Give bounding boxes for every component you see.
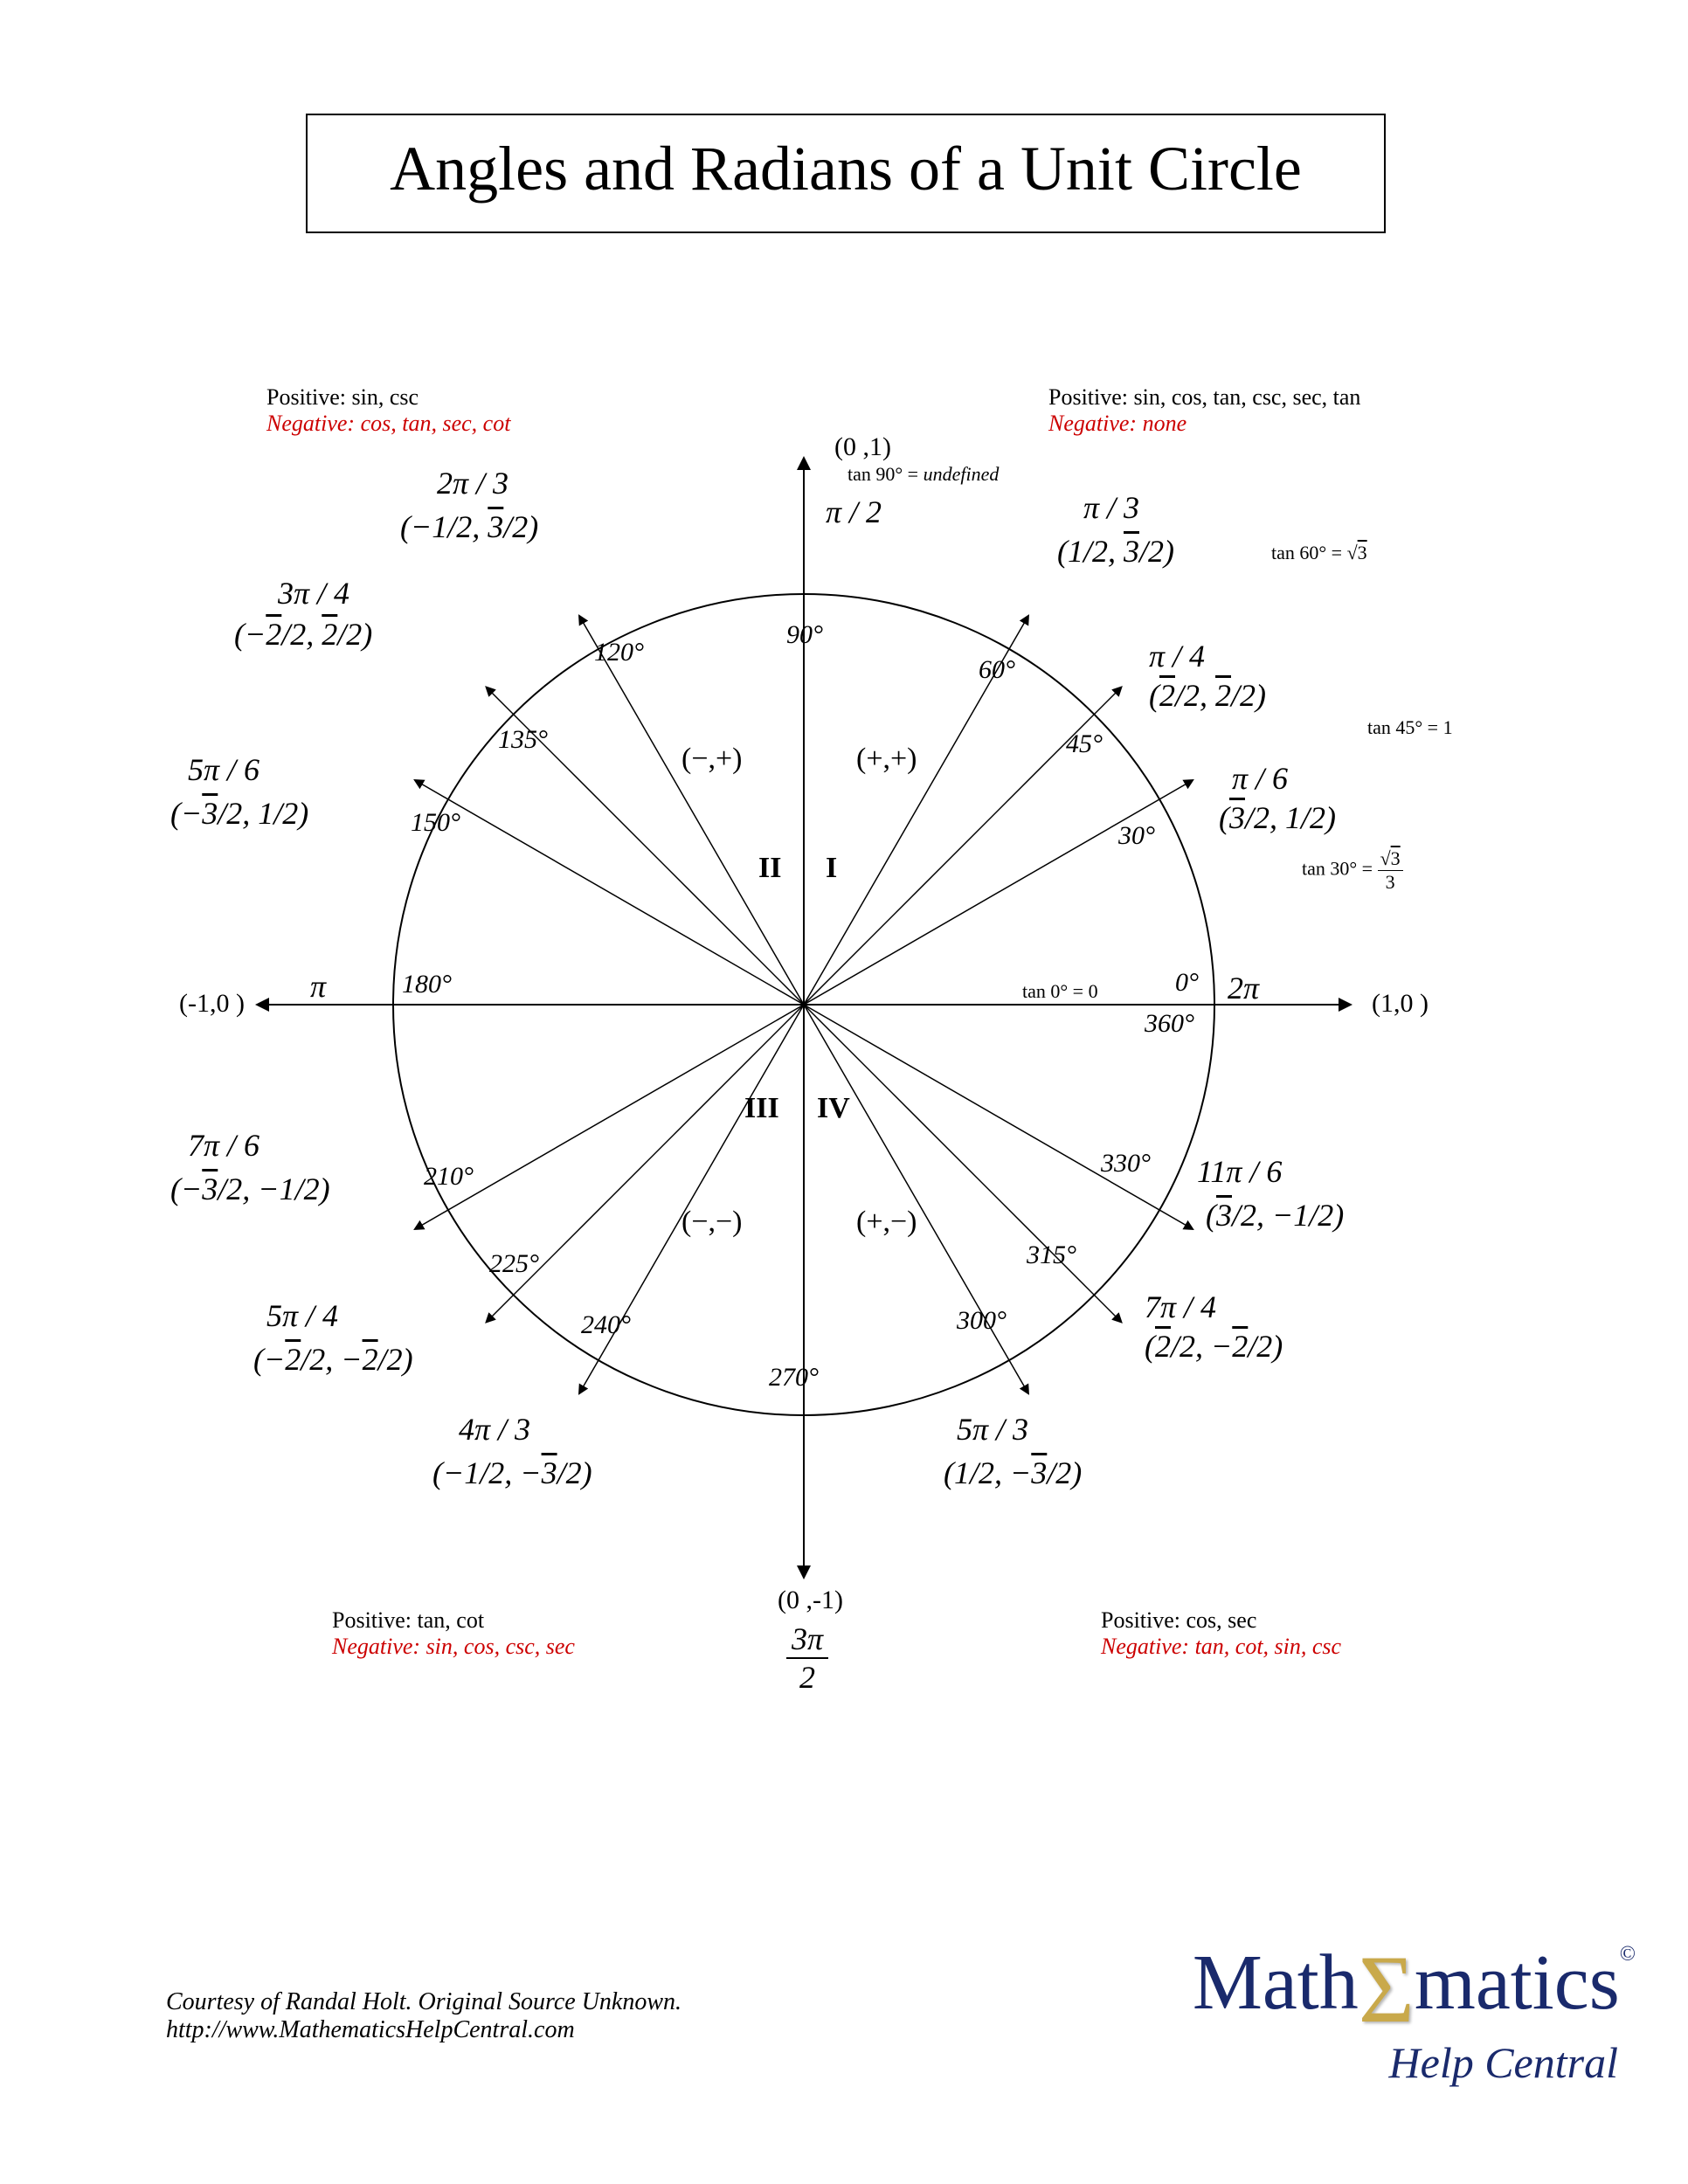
circle-svg	[0, 367, 1688, 1765]
coord-60: (1/2, 3/2)	[1057, 533, 1174, 570]
q3-notes: Positive: tan, cot Negative: sin, cos, c…	[332, 1607, 575, 1660]
rad-180: π	[310, 968, 326, 1005]
tan-90: tan 90° = undefined	[847, 463, 999, 486]
q1-positive: Positive: sin, cos, tan, csc, sec, tan	[1048, 384, 1360, 411]
credit: Courtesy of Randal Holt. Original Source…	[166, 1988, 681, 2044]
q4-negative: Negative: tan, cot, sin, csc	[1101, 1634, 1341, 1660]
q1-notes: Positive: sin, cos, tan, csc, sec, tan N…	[1048, 384, 1360, 437]
axis-bottom-label: (0 ,-1)	[778, 1586, 843, 1615]
deg-300: 300°	[957, 1306, 1007, 1336]
q4-roman: IV	[817, 1092, 850, 1125]
rad-330: 11π / 6	[1197, 1153, 1282, 1190]
deg-330: 330°	[1101, 1149, 1151, 1178]
q4-notes: Positive: cos, sec Negative: tan, cot, s…	[1101, 1607, 1341, 1660]
q2-positive: Positive: sin, csc	[266, 384, 510, 411]
deg-315: 315°	[1027, 1241, 1076, 1270]
deg-360: 360°	[1145, 1009, 1194, 1039]
q1-sign: (+,+)	[856, 743, 917, 776]
coord-120: (−1/2, 3/2)	[400, 508, 538, 545]
coord-150: (−3/2, 1/2)	[170, 795, 308, 832]
q4-positive: Positive: cos, sec	[1101, 1607, 1341, 1634]
rad-120: 2π / 3	[437, 465, 508, 501]
rad-225: 5π / 4	[266, 1297, 338, 1334]
deg-120: 120°	[594, 638, 644, 667]
axis-left-label: (-1,0 )	[179, 989, 245, 1019]
rad-150: 5π / 6	[188, 751, 259, 788]
deg-210: 210°	[424, 1162, 474, 1192]
rad-60: π / 3	[1083, 489, 1139, 526]
coord-315: (2/2, −2/2)	[1145, 1328, 1283, 1365]
q3-positive: Positive: tan, cot	[332, 1607, 575, 1634]
deg-45: 45°	[1066, 729, 1103, 759]
axis-right-label: (1,0 )	[1372, 989, 1429, 1019]
tan-0: tan 0° = 0	[1022, 980, 1098, 1003]
deg-135: 135°	[498, 725, 548, 755]
logo-sub: Help Central	[1193, 2037, 1636, 2088]
q2-notes: Positive: sin, csc Negative: cos, tan, s…	[266, 384, 510, 437]
rad-270: 3π 2	[786, 1621, 828, 1696]
copyright-icon: ©	[1620, 1943, 1636, 1966]
deg-240: 240°	[581, 1310, 631, 1340]
deg-30: 30°	[1118, 821, 1155, 851]
coord-225: (−2/2, −2/2)	[253, 1341, 413, 1378]
logo: MathΣmatics© Help Central	[1193, 1941, 1636, 2088]
page-title: Angles and Radians of a Unit Circle	[390, 134, 1302, 204]
rad-270-num: 3π	[786, 1621, 828, 1659]
deg-150: 150°	[411, 808, 460, 838]
q3-negative: Negative: sin, cos, csc, sec	[332, 1634, 575, 1660]
rad-135: 3π / 4	[278, 575, 349, 612]
coord-45: (2/2, 2/2)	[1149, 677, 1266, 714]
rad-90: π / 2	[826, 494, 882, 530]
q1-negative: Negative: none	[1048, 411, 1360, 437]
rad-360: 2π	[1228, 970, 1259, 1006]
deg-270: 270°	[769, 1363, 819, 1393]
coord-210: (−3/2, −1/2)	[170, 1171, 330, 1207]
q3-sign: (−,−)	[681, 1206, 743, 1239]
logo-right: matics	[1415, 1939, 1620, 2026]
rad-270-den: 2	[786, 1659, 828, 1696]
credit-line-1: Courtesy of Randal Holt. Original Source…	[166, 1988, 681, 2016]
q2-sign: (−,+)	[681, 743, 743, 776]
credit-line-2: http://www.MathematicsHelpCentral.com	[166, 2016, 681, 2044]
rad-315: 7π / 4	[1145, 1289, 1216, 1325]
unit-circle-diagram: Positive: sin, csc Negative: cos, tan, s…	[0, 367, 1688, 1765]
deg-90: 90°	[786, 620, 823, 650]
tan-60: tan 60° = √3	[1271, 542, 1367, 564]
deg-60: 60°	[979, 655, 1015, 685]
rad-240: 4π / 3	[459, 1411, 530, 1448]
logo-left: Math	[1193, 1939, 1359, 2026]
tan-30-lhs: tan 30° =	[1302, 858, 1373, 880]
q2-negative: Negative: cos, tan, sec, cot	[266, 411, 510, 437]
deg-180: 180°	[402, 970, 452, 999]
q3-roman: III	[744, 1092, 779, 1125]
tan-30: tan 30° = √3 3	[1302, 847, 1403, 894]
tan-45: tan 45° = 1	[1367, 716, 1453, 739]
q1-roman: I	[826, 852, 837, 885]
rad-210: 7π / 6	[188, 1127, 259, 1164]
coord-135: (−2/2, 2/2)	[234, 616, 372, 653]
axis-top-label: (0 ,1)	[834, 432, 891, 462]
rad-30: π / 6	[1232, 760, 1288, 797]
deg-225: 225°	[489, 1249, 539, 1279]
sigma-icon: Σ	[1359, 1941, 1415, 2037]
q2-roman: II	[758, 852, 781, 885]
coord-240: (−1/2, −3/2)	[432, 1455, 592, 1491]
coord-300: (1/2, −3/2)	[944, 1455, 1082, 1491]
rad-45: π / 4	[1149, 638, 1205, 674]
deg-0: 0°	[1175, 968, 1199, 998]
title-box: Angles and Radians of a Unit Circle	[306, 114, 1386, 233]
q4-sign: (+,−)	[856, 1206, 917, 1239]
coord-30: (3/2, 1/2)	[1219, 799, 1336, 836]
coord-330: (3/2, −1/2)	[1206, 1197, 1344, 1234]
rad-300: 5π / 3	[957, 1411, 1028, 1448]
